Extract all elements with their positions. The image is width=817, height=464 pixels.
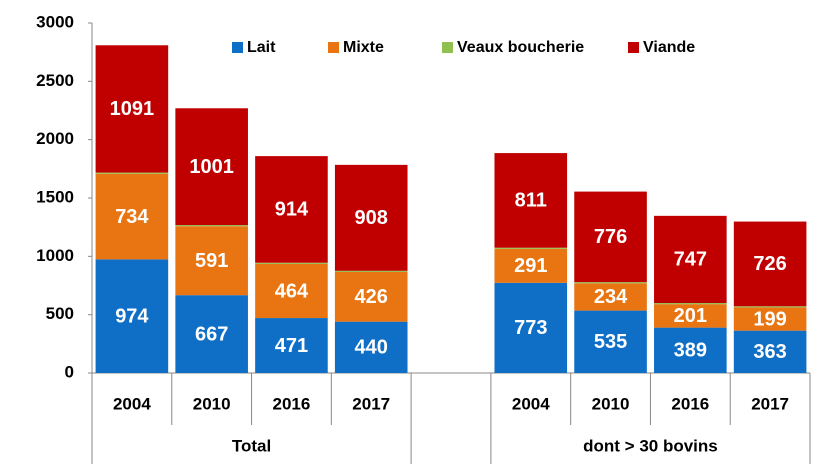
- data-label: 747: [674, 249, 707, 271]
- y-tick-label: 2000: [36, 129, 74, 148]
- bar-segment: [334, 271, 408, 322]
- data-label: 726: [753, 253, 786, 275]
- x-tick-label: 2010: [592, 394, 630, 413]
- data-label: 464: [275, 280, 309, 302]
- bar-segment: [255, 262, 328, 264]
- legend-label: Mixte: [343, 39, 384, 56]
- data-label: 1001: [189, 156, 234, 178]
- bar-segment: [255, 318, 328, 373]
- x-tick-label: 2010: [193, 394, 231, 413]
- bar-segment: [255, 263, 328, 319]
- data-label: 974: [115, 305, 149, 327]
- data-label: 776: [594, 226, 627, 248]
- data-label: 389: [674, 340, 707, 362]
- data-label: 471: [275, 335, 308, 357]
- data-label: 591: [195, 250, 228, 272]
- bar-segment: [574, 191, 647, 283]
- bar-segment: [494, 248, 568, 283]
- bar-segment: [654, 327, 727, 373]
- data-label: 773: [514, 317, 547, 339]
- data-label: 291: [514, 255, 547, 277]
- legend-swatch: [628, 42, 639, 53]
- data-label: 363: [753, 341, 786, 363]
- data-label: 426: [355, 286, 388, 308]
- bar-segment: [574, 283, 647, 311]
- bar-segment: [654, 303, 727, 305]
- bar-segment: [175, 226, 248, 296]
- legend-swatch: [442, 42, 453, 53]
- bar-segment: [175, 225, 248, 227]
- y-tick-label: 3000: [36, 12, 74, 31]
- x-tick-label: 2017: [352, 394, 390, 413]
- x-tick-label: 2017: [751, 394, 789, 413]
- x-tick-label: 2016: [273, 394, 311, 413]
- data-label: 234: [594, 286, 628, 308]
- bar-segment: [95, 173, 169, 260]
- legend-label: Lait: [247, 39, 276, 56]
- y-tick-label: 0: [65, 362, 74, 381]
- legend-swatch: [328, 42, 339, 53]
- data-label: 535: [594, 331, 627, 353]
- data-label: 199: [753, 308, 786, 330]
- legend-label: Veaux boucherie: [457, 39, 584, 56]
- data-label: 908: [355, 207, 388, 229]
- bar-segment: [733, 306, 807, 308]
- bar-segment: [95, 172, 169, 174]
- group-label: Total: [232, 436, 271, 455]
- bar-segment: [733, 307, 807, 331]
- y-tick-label: 500: [46, 304, 74, 323]
- data-label: 734: [115, 206, 149, 228]
- bar-segment: [175, 295, 248, 373]
- bar-segment: [494, 153, 568, 248]
- bar-segment: [654, 304, 727, 328]
- y-tick-label: 1000: [36, 246, 74, 265]
- legend-swatch: [232, 42, 243, 53]
- bar-segment: [255, 156, 328, 263]
- x-tick-label: 2016: [671, 394, 709, 413]
- data-label: 914: [275, 199, 309, 221]
- bar-segment: [733, 221, 807, 307]
- bar-segment: [334, 321, 408, 373]
- bar-segment: [654, 215, 727, 303]
- bar-segment: [175, 108, 248, 226]
- x-tick-label: 2004: [113, 394, 151, 413]
- data-label: 201: [674, 305, 707, 327]
- data-label: 667: [195, 323, 228, 345]
- bar-segment: [733, 330, 807, 373]
- group-label: dont > 30 bovins: [583, 436, 718, 455]
- bar-segment: [494, 247, 568, 249]
- bar-segment: [334, 164, 408, 271]
- x-tick-label: 2004: [512, 394, 550, 413]
- data-label: 811: [515, 190, 547, 212]
- legend-label: Viande: [643, 39, 695, 56]
- bar-segment: [95, 45, 169, 173]
- y-tick-label: 2500: [36, 71, 74, 90]
- bar-segment: [574, 282, 647, 284]
- bar-segment: [95, 259, 169, 373]
- bar-segment: [494, 282, 568, 373]
- bar-segment: [574, 310, 647, 373]
- y-tick-label: 1500: [36, 187, 74, 206]
- bar-segment: [334, 270, 408, 272]
- data-label: 440: [355, 337, 388, 359]
- data-label: 1091: [110, 98, 155, 120]
